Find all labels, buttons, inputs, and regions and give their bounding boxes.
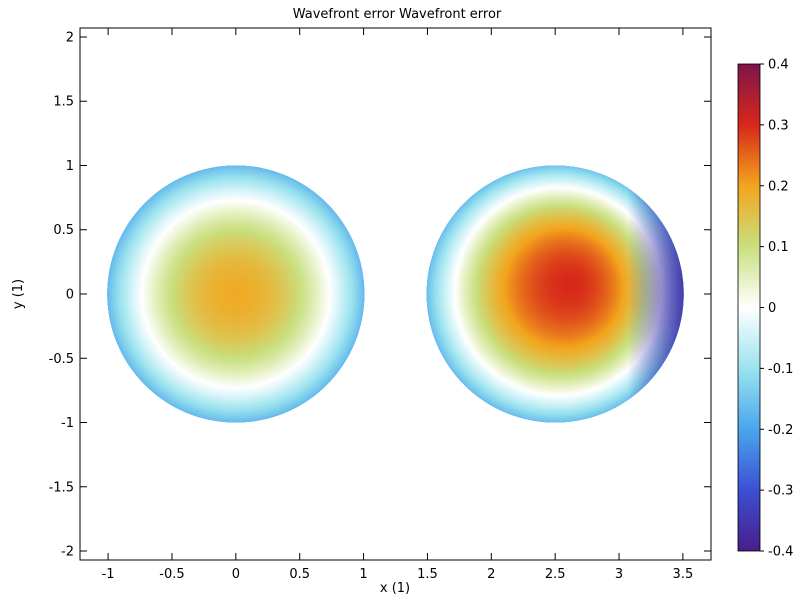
x-tick-label: 2.5: [545, 567, 566, 582]
y-axis-label: y (1): [11, 279, 26, 309]
colorbar-tick-label: 0.2: [768, 179, 789, 194]
y-tick-label: -1: [61, 416, 74, 431]
colorbar-tick-label: 0: [768, 301, 776, 316]
pupil-maps: [107, 165, 684, 423]
x-tick-label: 1: [359, 567, 367, 582]
x-tick-label: 2: [487, 567, 495, 582]
x-tick-label: 3.5: [673, 567, 694, 582]
x-tick-label: 0: [232, 567, 240, 582]
y-tick-label: 2: [66, 30, 74, 45]
colorbar-tick-label: 0.3: [768, 118, 789, 133]
colorbar-tick-label: -0.2: [768, 423, 793, 438]
colorbar-axis: 0.4 0.3 0.2 0.1 0 -0.1 -0.2 -0.3 -0.4: [760, 58, 793, 560]
colorbar-tick-label: 0.1: [768, 240, 789, 255]
x-tick-label: -1: [102, 567, 115, 582]
colorbar-tick-label: 0.4: [768, 58, 789, 73]
x-tick-label: 1.5: [417, 567, 438, 582]
y-axis: -2 -1.5 -1 -0.5 0 0.5 1 1.5 2: [49, 30, 711, 560]
pupil-tilt-shade: [426, 165, 684, 423]
x-tick-label: 0.5: [289, 567, 310, 582]
colorbar: [737, 63, 761, 552]
y-tick-label: -0.5: [49, 352, 74, 367]
pupil-map-1: [426, 165, 684, 423]
y-tick-label: 1.5: [53, 95, 74, 110]
colorbar-tick-label: -0.1: [768, 362, 793, 377]
x-tick-label: 3: [615, 567, 623, 582]
x-tick-label: -0.5: [159, 567, 184, 582]
y-tick-label: 1: [66, 159, 74, 174]
colorbar-tick-label: -0.4: [768, 545, 793, 560]
y-tick-label: 0.5: [53, 223, 74, 238]
chart-title: Wavefront error Wavefront error: [293, 7, 502, 22]
y-tick-label: -2: [61, 545, 74, 560]
x-axis: -1 -0.5 0 0.5 1 1.5 2 2.5 3 3.5: [102, 28, 694, 582]
pupil-map-0: [107, 165, 365, 423]
y-tick-label: 0: [66, 288, 74, 303]
x-axis-label: x (1): [380, 581, 410, 596]
y-tick-label: -1.5: [49, 480, 74, 495]
colorbar-tick-label: -0.3: [768, 484, 793, 499]
pupil-contour: [235, 293, 237, 295]
